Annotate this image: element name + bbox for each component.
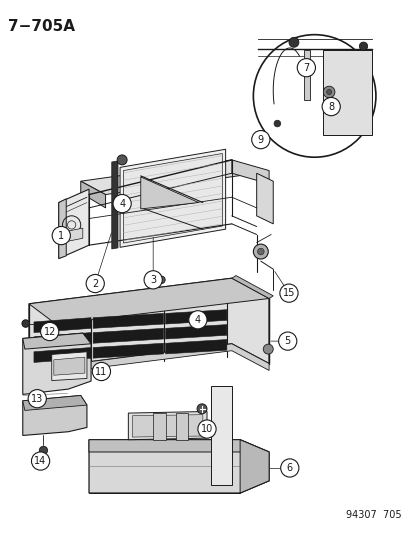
Polygon shape	[23, 395, 87, 435]
Circle shape	[278, 332, 296, 350]
Circle shape	[279, 284, 297, 302]
Polygon shape	[93, 313, 163, 328]
Polygon shape	[89, 440, 268, 493]
Polygon shape	[23, 333, 91, 349]
Text: 12: 12	[43, 327, 56, 336]
Circle shape	[28, 390, 46, 408]
Circle shape	[251, 131, 269, 149]
Circle shape	[257, 248, 263, 255]
Polygon shape	[165, 340, 226, 354]
Text: 10: 10	[200, 424, 213, 434]
Polygon shape	[29, 344, 268, 376]
Circle shape	[358, 42, 367, 51]
Polygon shape	[304, 50, 310, 100]
Circle shape	[117, 155, 127, 165]
Polygon shape	[165, 325, 226, 339]
Text: 11: 11	[95, 367, 107, 376]
Circle shape	[39, 446, 47, 455]
Polygon shape	[93, 343, 163, 358]
Text: 8: 8	[328, 102, 333, 111]
Polygon shape	[256, 173, 273, 224]
Text: 2: 2	[92, 279, 98, 288]
Polygon shape	[140, 177, 198, 209]
Polygon shape	[211, 386, 231, 485]
Circle shape	[280, 459, 298, 477]
Circle shape	[288, 37, 298, 47]
Circle shape	[273, 120, 280, 127]
Polygon shape	[153, 413, 165, 440]
Circle shape	[197, 420, 216, 438]
Polygon shape	[34, 348, 91, 362]
Circle shape	[86, 274, 104, 293]
Text: 9: 9	[257, 135, 263, 144]
Polygon shape	[52, 352, 87, 381]
Polygon shape	[29, 278, 268, 324]
Polygon shape	[59, 189, 89, 259]
Text: 15: 15	[282, 288, 294, 298]
Text: 13: 13	[31, 394, 43, 403]
Circle shape	[31, 452, 50, 470]
Polygon shape	[123, 154, 222, 243]
Text: 94307  705: 94307 705	[345, 510, 401, 520]
Polygon shape	[54, 357, 85, 375]
Circle shape	[40, 322, 59, 341]
Polygon shape	[165, 310, 226, 324]
Circle shape	[144, 271, 162, 289]
Circle shape	[92, 362, 110, 381]
Circle shape	[297, 59, 315, 77]
Circle shape	[188, 311, 206, 329]
Polygon shape	[176, 413, 188, 440]
Circle shape	[22, 320, 29, 327]
Circle shape	[326, 90, 331, 94]
Circle shape	[113, 195, 131, 213]
Polygon shape	[231, 160, 268, 184]
Text: 14: 14	[34, 456, 47, 466]
Polygon shape	[23, 333, 91, 394]
Circle shape	[197, 404, 206, 414]
Polygon shape	[112, 161, 118, 249]
Polygon shape	[34, 318, 91, 333]
Polygon shape	[132, 415, 202, 437]
Polygon shape	[23, 395, 87, 410]
Circle shape	[157, 276, 165, 284]
Polygon shape	[81, 181, 105, 208]
Text: 3: 3	[150, 275, 156, 285]
Text: 5: 5	[284, 336, 290, 346]
Text: 7−705A: 7−705A	[8, 19, 75, 34]
Circle shape	[253, 35, 375, 157]
Polygon shape	[128, 411, 206, 440]
Polygon shape	[89, 440, 268, 452]
Circle shape	[263, 344, 273, 354]
Text: 4: 4	[195, 315, 200, 325]
Circle shape	[323, 86, 334, 98]
Polygon shape	[59, 199, 66, 259]
Polygon shape	[64, 228, 83, 242]
Polygon shape	[240, 440, 268, 493]
Text: 7: 7	[302, 63, 309, 72]
Polygon shape	[231, 276, 273, 298]
Circle shape	[52, 227, 70, 245]
Text: 4: 4	[119, 199, 125, 208]
Polygon shape	[120, 149, 225, 247]
Polygon shape	[29, 278, 268, 369]
Text: 1: 1	[58, 231, 64, 240]
Polygon shape	[322, 50, 371, 135]
Circle shape	[253, 244, 268, 259]
Polygon shape	[34, 333, 91, 348]
Polygon shape	[81, 160, 256, 195]
Text: 6: 6	[286, 463, 292, 473]
Circle shape	[22, 320, 29, 327]
Polygon shape	[93, 328, 163, 343]
Circle shape	[321, 98, 339, 116]
